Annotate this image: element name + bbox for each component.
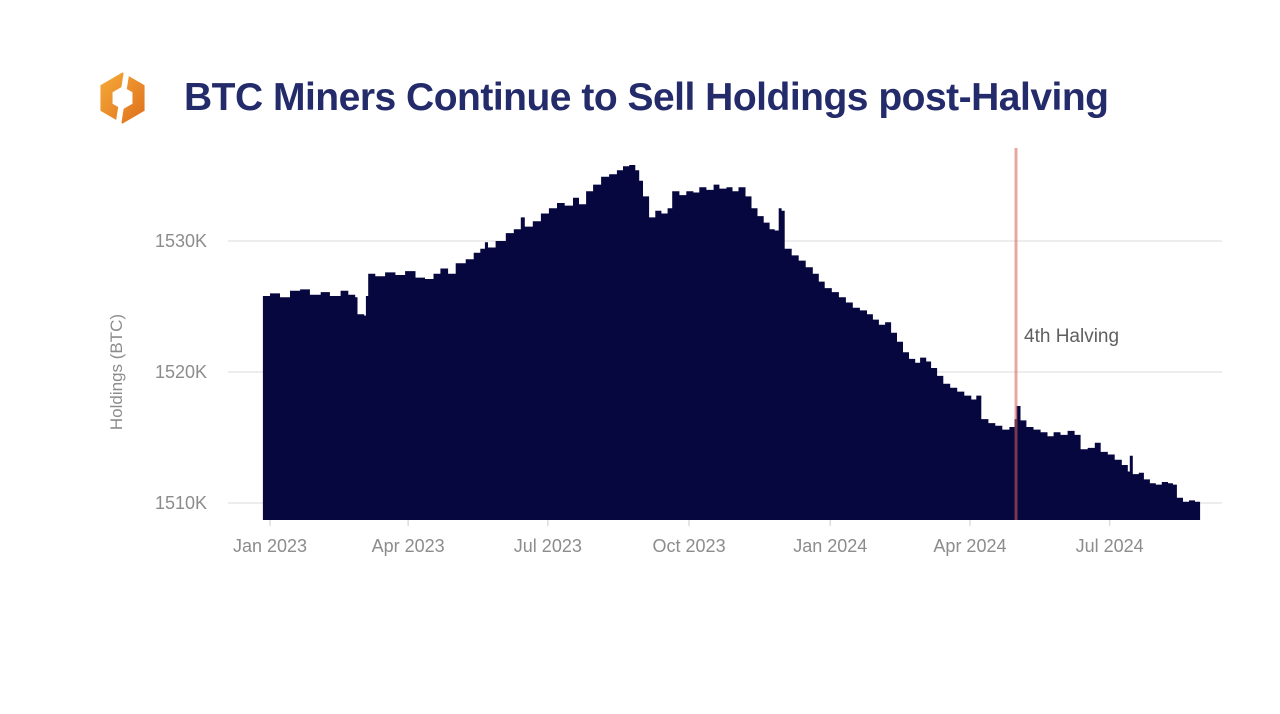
x-tick-label: Jan 2024 <box>793 536 867 556</box>
x-tick-label: Jan 2023 <box>233 536 307 556</box>
x-tick-label: Oct 2023 <box>653 536 726 556</box>
y-tick-label: 1520K <box>155 362 207 382</box>
x-tick-label: Jul 2023 <box>514 536 582 556</box>
slide-header: BTC Miners Continue to Sell Holdings pos… <box>94 68 1109 128</box>
x-tick-label: Jul 2024 <box>1076 536 1144 556</box>
logo-slash-shape <box>115 68 130 128</box>
holdings-area-series <box>262 165 1201 520</box>
page-title: BTC Miners Continue to Sell Holdings pos… <box>184 75 1109 119</box>
y-axis-title: Holdings (BTC) <box>107 314 126 430</box>
y-tick-label: 1530K <box>155 231 207 251</box>
y-tick-label: 1510K <box>155 493 207 513</box>
hexagon-ring-shape <box>100 72 145 124</box>
halving-annotation-label: 4th Halving <box>1024 326 1119 347</box>
hexagon-brand-logo-icon <box>100 68 145 128</box>
x-tick-label: Apr 2024 <box>933 536 1006 556</box>
x-tick-label: Apr 2023 <box>372 536 445 556</box>
